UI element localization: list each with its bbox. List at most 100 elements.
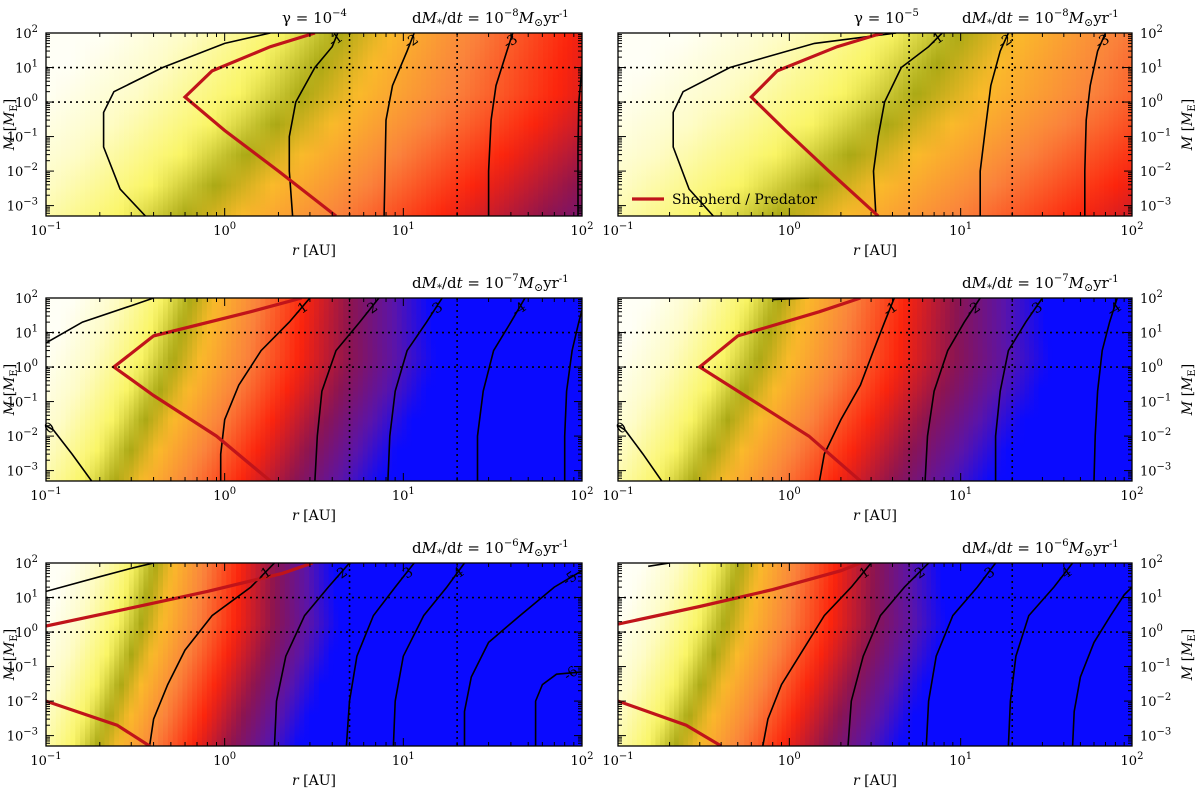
x-tick-label: 102 bbox=[1121, 751, 1144, 769]
heatmap-field bbox=[618, 33, 1132, 216]
y-tick-label: 10−2 bbox=[1140, 692, 1171, 710]
panel-1-right: -1 -2 -310−1 100 101 10210−310−210−1100101102… bbox=[602, 8, 1198, 259]
x-tick-label: 10−1 bbox=[602, 751, 633, 769]
dotted-guides bbox=[46, 33, 582, 216]
x-axis-label: r [AU] bbox=[292, 508, 336, 524]
x-tick-label: 101 bbox=[949, 486, 972, 504]
y-tick-label: 10−3 bbox=[7, 727, 38, 745]
x-tick-label: 102 bbox=[1121, 221, 1144, 239]
legend-label: Shepherd / Predator bbox=[672, 192, 817, 208]
y-axis-label: M [ME] bbox=[2, 99, 20, 151]
contour-lines bbox=[672, 33, 1107, 216]
axis-ticks bbox=[617, 297, 1133, 482]
contour-line bbox=[314, 298, 380, 481]
y-tick-label: 101 bbox=[1140, 589, 1163, 607]
x-tick-label: 101 bbox=[392, 221, 415, 239]
heatmap-field bbox=[46, 563, 582, 746]
contour-line bbox=[219, 298, 311, 481]
contour-line bbox=[563, 309, 582, 481]
y-tick-label: 100 bbox=[1140, 358, 1163, 376]
contour-line bbox=[1084, 33, 1107, 216]
plot-frame bbox=[45, 32, 583, 217]
y-tick-label: 10−3 bbox=[1140, 197, 1171, 215]
y-tick-label: 102 bbox=[1140, 554, 1163, 572]
axis-ticks bbox=[45, 297, 583, 482]
contour-line bbox=[148, 563, 276, 746]
x-tick-label: 100 bbox=[213, 221, 236, 239]
contour-line bbox=[383, 33, 415, 216]
y-tick-label: 10−1 bbox=[1140, 128, 1171, 146]
shepherd-predator-line bbox=[46, 699, 151, 746]
contour-line bbox=[847, 563, 930, 746]
panel-2-right: 0-1 -2 -3 -410−1 100 101 10210−310−210−1100101… bbox=[602, 273, 1198, 524]
y-tick-label: 10−2 bbox=[1140, 427, 1171, 445]
shepherd-predator-line bbox=[618, 699, 723, 746]
contour-line bbox=[818, 298, 896, 481]
x-tick-label: 10−1 bbox=[30, 751, 61, 769]
mdot-title: dM*/dt = 10−6M⊙yr-1 bbox=[962, 538, 1119, 559]
dotted-guides bbox=[46, 563, 582, 746]
x-tick-label: 101 bbox=[392, 486, 415, 504]
y-axis-label: M [ME] bbox=[1180, 364, 1198, 416]
mdot-title: dM*/dt = 10−7M⊙yr-1 bbox=[412, 273, 569, 294]
x-tick-label: 102 bbox=[1121, 486, 1144, 504]
x-tick-label: 100 bbox=[213, 751, 236, 769]
y-tick-label: 102 bbox=[1140, 289, 1163, 307]
y-tick-label: 100 bbox=[1140, 623, 1163, 641]
contour-line bbox=[46, 563, 154, 593]
panel-1-left: -1 -2 -310−1 100 101 10210−310−210−1100101102… bbox=[2, 8, 593, 259]
y-tick-label: 101 bbox=[15, 324, 38, 342]
contour-line bbox=[618, 425, 663, 481]
contour-line bbox=[924, 298, 981, 481]
panel-2-left: 0-1 -2 -3 -410−1 100 101 10210−310−210−1100101… bbox=[2, 273, 593, 524]
dotted-guides bbox=[46, 298, 582, 481]
y-tick-label: 102 bbox=[15, 289, 38, 307]
y-tick-label: 10−3 bbox=[7, 462, 38, 480]
contour-line bbox=[1007, 563, 1074, 746]
panel-3-left: -1 -2 -3 -4 -5-610−1 100 101 10210−310−210−1100… bbox=[2, 538, 593, 789]
mdot-title: dM*/dt = 10−8M⊙yr-1 bbox=[962, 8, 1119, 29]
mdot-title: dM*/dt = 10−6M⊙yr-1 bbox=[412, 538, 569, 559]
plot-frame bbox=[617, 562, 1133, 747]
y-axis-label: M [ME] bbox=[2, 364, 20, 416]
contour-line bbox=[925, 563, 997, 746]
plot-frame bbox=[45, 297, 583, 482]
y-axis-label: M [ME] bbox=[1180, 99, 1198, 151]
dotted-guides bbox=[618, 298, 1132, 481]
x-tick-label: 102 bbox=[571, 751, 594, 769]
contour-line bbox=[534, 671, 582, 746]
dotted-guides bbox=[618, 563, 1132, 746]
x-axis-label: r [AU] bbox=[292, 243, 336, 259]
plot-frame bbox=[45, 562, 583, 747]
y-tick-label: 100 bbox=[1140, 93, 1163, 111]
plot-frame bbox=[617, 297, 1133, 482]
y-tick-label: 102 bbox=[15, 554, 38, 572]
y-tick-label: 101 bbox=[1140, 59, 1163, 77]
x-tick-label: 10−1 bbox=[602, 486, 633, 504]
heatmap-field bbox=[46, 33, 582, 216]
y-tick-label: 10−2 bbox=[7, 427, 38, 445]
contour-line bbox=[487, 33, 514, 216]
axis-ticks bbox=[45, 32, 583, 217]
heatmap-field bbox=[618, 563, 1132, 746]
contour-line bbox=[273, 563, 351, 746]
x-tick-label: 102 bbox=[571, 221, 594, 239]
y-tick-label: 101 bbox=[15, 589, 38, 607]
panel-3-right: -1 -2 -3 -410−1 100 101 10210−310−210−11001011… bbox=[602, 538, 1198, 789]
contour-line bbox=[1071, 586, 1132, 746]
y-tick-label: 10−1 bbox=[1140, 658, 1171, 676]
contour-line bbox=[46, 425, 93, 481]
x-tick-label: 10−1 bbox=[602, 221, 633, 239]
x-tick-label: 10−1 bbox=[30, 221, 61, 239]
dotted-guides bbox=[618, 33, 1132, 216]
x-axis-label: r [AU] bbox=[853, 243, 897, 259]
contour-line bbox=[476, 298, 526, 481]
y-tick-label: 102 bbox=[15, 24, 38, 42]
axis-ticks bbox=[45, 562, 583, 747]
contour-line bbox=[463, 570, 582, 746]
shepherd-predator-line bbox=[618, 563, 861, 626]
axis-ticks bbox=[617, 32, 1133, 217]
x-axis-label: r [AU] bbox=[853, 773, 897, 789]
contour-line bbox=[387, 298, 443, 481]
